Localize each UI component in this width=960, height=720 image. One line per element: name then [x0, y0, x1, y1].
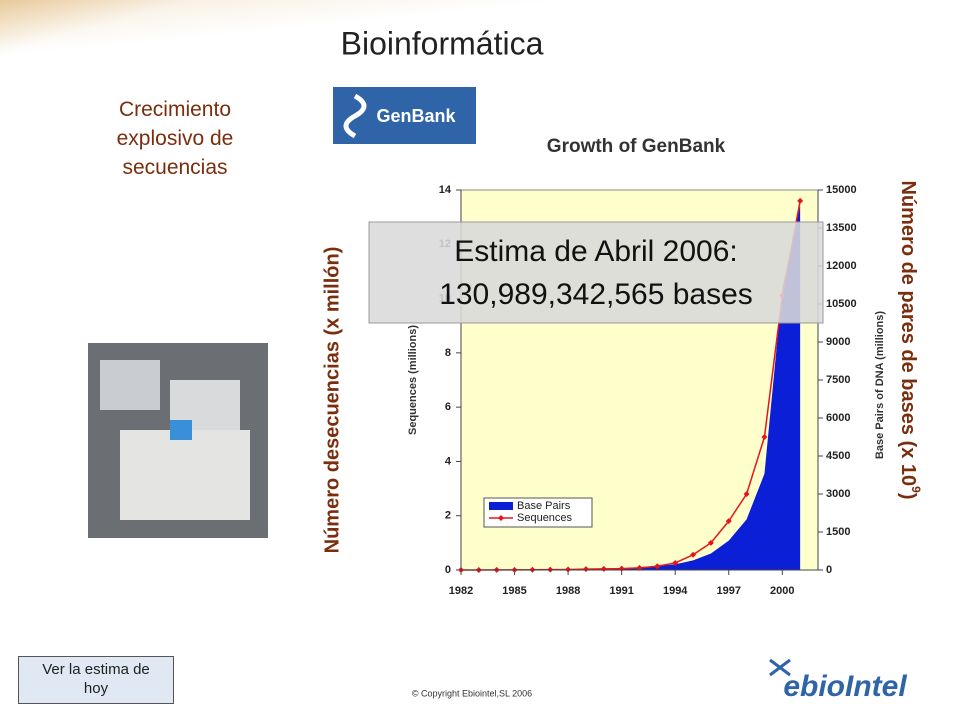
logo-text: GenBank [376, 106, 456, 126]
photo [88, 343, 268, 538]
copyright: © Copyright Ebiointel,SL 2006 [412, 688, 532, 698]
x-tick-label: 1991 [609, 585, 633, 597]
subtitle: Crecimiento explosivo de secuencias [116, 98, 234, 179]
y-tick-label: 0 [445, 564, 451, 576]
brand-logo: ebioIntel [783, 670, 907, 703]
y2-axis-label: Base Pairs of DNA (millions) [874, 311, 886, 459]
point [707, 539, 714, 546]
y2-tick-label: 1500 [826, 526, 850, 538]
point [636, 564, 643, 571]
legend-label: Base Pairs [517, 500, 571, 512]
chart-title: Growth of GenBank [547, 136, 726, 157]
right-annotation: Número de pares de bases (x 109) [897, 180, 923, 499]
point [725, 518, 732, 525]
point [565, 566, 572, 573]
point [672, 559, 679, 566]
y2-tick-label: 7500 [826, 374, 850, 386]
y2-tick-label: 10500 [826, 298, 857, 310]
point [654, 563, 661, 570]
point [690, 551, 697, 558]
y2-tick-label: 13500 [826, 222, 857, 234]
y-tick-label: 4 [445, 455, 452, 467]
y2-tick-label: 15000 [826, 184, 857, 196]
y-tick-label: 14 [439, 184, 452, 196]
y-tick-label: 6 [445, 401, 451, 413]
legend-swatch [489, 502, 513, 510]
y2-tick-label: 3000 [826, 488, 850, 500]
legend-swatch [498, 515, 504, 521]
area [461, 205, 801, 570]
x-tick-label: 1988 [556, 585, 580, 597]
right-annotation-tail: ) [897, 493, 919, 500]
y-tick-label: 8 [445, 347, 451, 359]
legend-label: Sequences [517, 512, 573, 524]
estimate-button[interactable]: Ver la estima de hoy [18, 656, 174, 704]
x-tick-label: 2000 [770, 585, 794, 597]
estimate-line: 130,989,342,565 bases [439, 278, 753, 311]
x-tick-label: 1985 [502, 585, 526, 597]
point [761, 434, 768, 440]
point [743, 491, 750, 497]
left-annotation: Número desecuencias (x millón) [321, 247, 343, 554]
x-tick-label: 1997 [717, 585, 741, 597]
y2-tick-label: 6000 [826, 412, 850, 424]
y2-tick-label: 12000 [826, 260, 857, 272]
estimate-line: Estima de Abril 2006: [454, 235, 738, 268]
right-annotation-text: Número de pares de bases (x 10 [897, 180, 919, 486]
point [797, 197, 804, 204]
x-tick-label: 1994 [663, 585, 688, 597]
point [582, 566, 589, 573]
y2-tick-label: 9000 [826, 336, 850, 348]
y-tick-label: 2 [445, 510, 451, 522]
slide-title: Bioinformática [341, 25, 544, 61]
y2-tick-label: 4500 [826, 450, 850, 462]
right-annotation-sup: 9 [909, 486, 923, 493]
estimate-box [368, 221, 824, 324]
x-tick-label: 1982 [449, 585, 473, 597]
y-axis-label: Sequences (millions) [407, 325, 419, 435]
y2-tick-label: 0 [826, 564, 832, 576]
